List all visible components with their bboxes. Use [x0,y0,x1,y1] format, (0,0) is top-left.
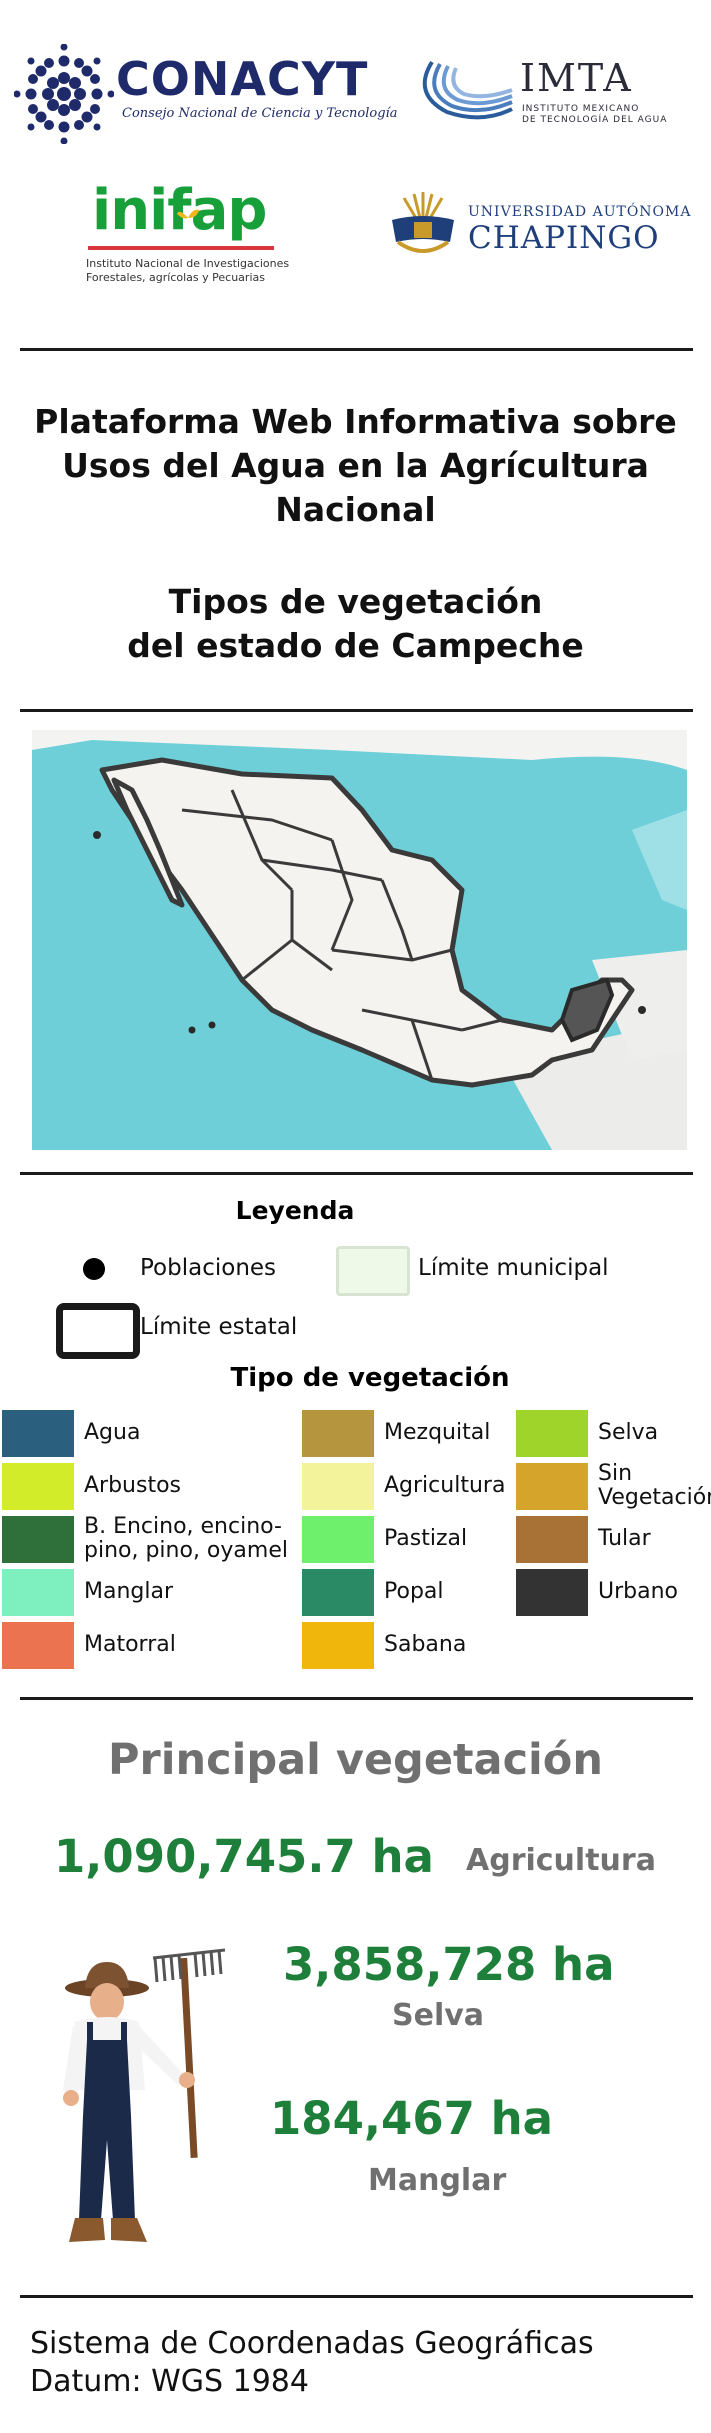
legend-label-line1: Selva [598,1420,659,1445]
legend-limite-municipal: Límite municipal [418,1255,609,1281]
legend-swatch-sin [516,1463,588,1510]
coordinate-system: Sistema de Coordenadas Geográficas Datum… [30,2325,594,2401]
legend-swatch-matorral [2,1622,74,1669]
legend-label-line1: B. Encino, encino- [84,1514,282,1539]
legend-label: Sin Vegetación [598,1462,711,1510]
inifap-underline [88,246,274,250]
legend-label: Selva [598,1421,658,1445]
legend-label-line1: Urbano [598,1579,678,1604]
page-subtitle-line2: del estado de Campeche [127,626,584,665]
chapingo-line1: UNIVERSIDAD AUTÓNOMA [468,204,692,220]
inifap-subtitle-line2: Forestales, agrícolas y Pecuarias [86,271,265,284]
legend-label: Arbustos [84,1474,181,1498]
mexico-map [32,730,687,1150]
divider-top [20,348,693,351]
legend-swatch-mezquital [302,1410,374,1457]
manglar-area-value: 184,467 ha [270,2092,554,2145]
legend-swatch-sabana [302,1622,374,1669]
legend-heading: Leyenda [235,1196,355,1225]
page-subtitle-line1: Tipos de vegetación [168,582,543,621]
legend-label-line1: Manglar [84,1579,174,1604]
legend-label: Pastizal [384,1527,467,1551]
agricultura-area-label: Agricultura [466,1843,656,1878]
divider-title [20,709,693,712]
vegetation-type-heading: Tipo de vegetación [230,1363,510,1393]
divider-map [20,1172,693,1175]
page-title-line3: Nacional [275,490,436,529]
conacyt-name: CONACYT [116,52,369,106]
legend-swatch-selva [516,1410,588,1457]
page-title-line1: Plataforma Web Informativa sobre [34,402,677,441]
selva-area-label: Selva [392,1998,485,2033]
legend-label-line1: Agua [84,1420,141,1445]
conacyt-emblem-icon [13,43,115,145]
coordinate-system-line1: Sistema de Coordenadas Geográficas [30,2326,594,2361]
legend-label-line1: Pastizal [384,1526,468,1551]
limite-estatal-swatch [56,1303,140,1359]
page-title-line2: Usos del Agua en la Agrícultura [62,446,649,485]
inifap-subtitle: Instituto Nacional de Investigaciones Fo… [86,257,289,285]
legend-swatch-tular [516,1516,588,1563]
manglar-area-label: Manglar [368,2163,507,2198]
inifap-subtitle-line1: Instituto Nacional de Investigaciones [86,257,290,270]
legend-label-line2: Vegetación [598,1485,711,1510]
legend-swatch-pastizal [302,1516,374,1563]
conacyt-logo [13,43,115,145]
legend-label-line2: pino, pino, oyamel [84,1538,288,1563]
legend-swatch-urbano [516,1569,588,1616]
legend-swatch-agricultura [302,1463,374,1510]
selva-area-value: 3,858,728 ha [283,1938,615,1991]
legend-label-line1: Sabana [384,1632,467,1657]
legend-label: Manglar [84,1580,173,1604]
divider-footer [20,2295,693,2298]
chapingo-line2: CHAPINGO [468,220,660,256]
legend-label-line1: Popal [384,1579,444,1604]
imta-subtitle: INSTITUTO MEXICANO DE TECNOLOGÍA DEL AGU… [522,104,667,126]
legend-swatch-arbustos [2,1463,74,1510]
limite-municipal-swatch [336,1246,410,1296]
legend-label: Tular [598,1527,651,1551]
legend-label: B. Encino, encino-pino, pino, oyamel [84,1515,288,1563]
imta-emblem-icon [412,54,517,124]
legend-label: Sabana [384,1633,466,1657]
legend-swatch-b-encino-encino [2,1516,74,1563]
conacyt-subtitle: Consejo Nacional de Ciencia y Tecnología [122,106,398,121]
divider-legend [20,1697,693,1700]
legend-label: Mezquital [384,1421,490,1445]
coordinate-system-line2: Datum: WGS 1984 [30,2364,309,2399]
legend-label-line1: Arbustos [84,1473,182,1498]
page-title: Plataforma Web Informativa sobre Usos de… [0,400,711,532]
legend-swatch-popal [302,1569,374,1616]
legend-label-line1: Mezquital [384,1420,491,1445]
legend-limite-estatal: Límite estatal [140,1314,298,1340]
legend-label-line1: Matorral [84,1632,176,1657]
legend-label-line1: Sin [598,1461,633,1486]
legend-label-line1: Tular [598,1526,651,1551]
principal-vegetation-heading: Principal vegetación [108,1735,603,1785]
legend-swatch-manglar [2,1569,74,1616]
legend-label: Matorral [84,1633,176,1657]
legend-poblaciones: Poblaciones [140,1255,277,1281]
page-subtitle: Tipos de vegetación del estado de Campec… [0,580,711,668]
farmer-illustration [55,1940,230,2255]
legend-label: Urbano [598,1580,678,1604]
imta-subtitle-line2: DE TECNOLOGÍA DEL AGUA [522,115,668,125]
inifap-sprout-icon [175,204,201,234]
legend-label-line1: Agricultura [384,1473,506,1498]
imta-name: IMTA [520,56,633,100]
legend-label: Popal [384,1580,444,1604]
legend-label: Agricultura [384,1474,505,1498]
inifap-name: inifap [92,178,267,243]
legend-swatch-agua [2,1410,74,1457]
legend-label: Agua [84,1421,140,1445]
chapingo-seal-icon [384,190,462,264]
poblaciones-dot-icon [83,1258,105,1280]
agricultura-area-value: 1,090,745.7 ha [54,1830,434,1883]
imta-subtitle-line1: INSTITUTO MEXICANO [522,104,640,114]
